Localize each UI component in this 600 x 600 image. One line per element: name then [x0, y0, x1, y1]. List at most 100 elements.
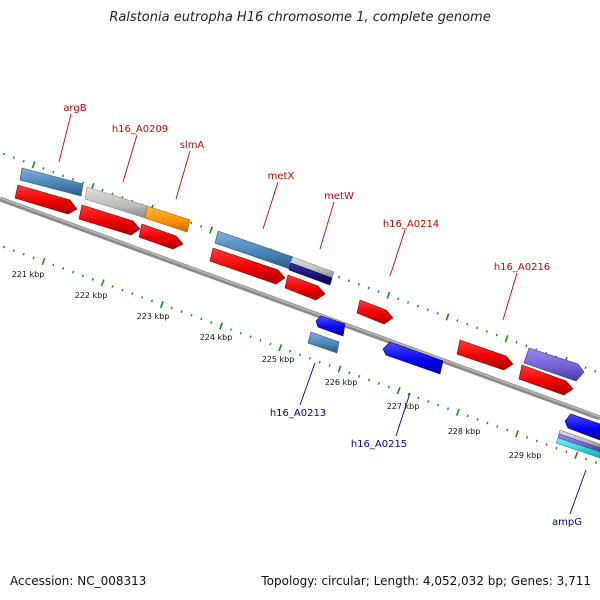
- lower-minor-tick: [269, 342, 272, 346]
- gene-label-argB[interactable]: argB: [63, 103, 86, 114]
- upper-minor-tick: [200, 225, 203, 228]
- gene-label-h16_A0215[interactable]: h16_A0215: [351, 439, 407, 450]
- gene-label-slmA[interactable]: slmA: [180, 140, 205, 151]
- upper-minor-tick: [426, 308, 429, 312]
- upper-minor-tick: [397, 297, 400, 301]
- gene-arrow-2[interactable]: [78, 204, 141, 236]
- lower-minor-tick: [259, 339, 262, 342]
- lower-major-tick: [337, 365, 342, 373]
- lower-minor-tick: [111, 285, 114, 288]
- upper-minor-tick: [190, 221, 193, 225]
- upper-minor-tick: [525, 344, 528, 348]
- upper-minor-tick: [495, 333, 498, 337]
- gene-block-ampG-3[interactable]: [555, 437, 600, 459]
- leader-metX: [262, 181, 279, 230]
- lower-minor-tick: [476, 418, 479, 421]
- lower-minor-tick: [141, 295, 144, 299]
- gene-arrow-8[interactable]: [518, 364, 574, 396]
- gene-arrow-5[interactable]: [284, 274, 326, 301]
- gene-block-ampG-2[interactable]: [557, 433, 600, 453]
- upper-minor-tick: [466, 322, 469, 326]
- upper-major-tick: [386, 291, 391, 299]
- gene-block-h16_A0216[interactable]: [523, 347, 585, 382]
- upper-minor-tick: [357, 282, 360, 286]
- lower-major-tick: [278, 344, 283, 352]
- upper-minor-tick: [101, 188, 104, 192]
- upper-minor-tick: [515, 340, 518, 344]
- gene-arrow-6[interactable]: [356, 299, 394, 325]
- lower-minor-tick: [2, 245, 6, 249]
- lower-minor-tick: [190, 313, 193, 317]
- gene-block-metW-dark[interactable]: [288, 262, 333, 286]
- backbone-line: [0, 196, 600, 421]
- lower-major-tick: [219, 322, 224, 330]
- lower-minor-tick: [437, 403, 440, 407]
- gene-label-h16_A0209[interactable]: h16_A0209: [112, 124, 168, 135]
- lower-minor-tick: [91, 277, 94, 281]
- tick-label-227: 227 kbp: [387, 402, 420, 411]
- lower-minor-tick: [131, 292, 134, 296]
- upper-minor-tick: [22, 159, 25, 163]
- lower-minor-tick: [210, 321, 213, 324]
- gene-block-slmA[interactable]: [144, 205, 191, 233]
- lower-minor-tick: [308, 356, 311, 360]
- upper-minor-tick: [347, 279, 351, 283]
- accession-text: Accession: NC_008313: [10, 574, 147, 588]
- lower-minor-tick: [150, 299, 154, 303]
- leader-h16_A0216: [502, 272, 518, 321]
- leader-metW: [319, 201, 335, 250]
- gene-block-h16_A0215[interactable]: [382, 341, 444, 375]
- lower-minor-tick: [32, 256, 35, 260]
- upper-major-tick: [445, 313, 450, 321]
- upper-minor-tick: [71, 177, 75, 181]
- gene-arrow-1[interactable]: [14, 184, 78, 215]
- gene-label-h16_A0214[interactable]: h16_A0214: [383, 219, 439, 230]
- gene-arrow-7[interactable]: [456, 339, 514, 371]
- lower-minor-tick: [525, 436, 528, 439]
- gene-block-ampG-1[interactable]: [558, 429, 600, 449]
- upper-major-tick: [209, 226, 213, 234]
- lower-major-tick: [100, 279, 105, 287]
- gene-arrow-9[interactable]: [315, 315, 346, 337]
- tick-label-226: 226 kbp: [325, 378, 358, 387]
- lower-tick-track: [2, 245, 598, 464]
- gene-label-ampG[interactable]: ampG: [552, 517, 582, 528]
- upper-minor-tick: [12, 156, 15, 159]
- gene-label-metX[interactable]: metX: [268, 171, 295, 182]
- gene-label-h16_A0213[interactable]: h16_A0213: [270, 408, 326, 419]
- upper-minor-tick: [485, 330, 488, 333]
- lower-minor-tick: [496, 425, 499, 428]
- leader-slmA: [175, 150, 191, 200]
- gene-block-h16_A0213[interactable]: [307, 331, 340, 354]
- gene-label-metW[interactable]: metW: [324, 191, 354, 202]
- upper-minor-tick: [416, 304, 420, 308]
- upper-minor-tick: [52, 170, 55, 174]
- gene-label-h16_A0216[interactable]: h16_A0216: [494, 262, 550, 273]
- lower-minor-tick: [545, 443, 548, 446]
- lower-minor-tick: [535, 439, 538, 443]
- lower-minor-tick: [229, 328, 232, 332]
- gene-arrow-10[interactable]: [564, 413, 600, 441]
- lower-minor-tick: [328, 364, 331, 367]
- lower-minor-tick: [387, 385, 390, 389]
- lower-minor-tick: [466, 414, 469, 418]
- leader-h16_A0213: [299, 362, 316, 406]
- lower-minor-tick: [249, 335, 252, 339]
- gene-arrow-3[interactable]: [138, 223, 184, 250]
- gene-arrow-4[interactable]: [209, 247, 286, 285]
- lower-minor-tick: [62, 267, 65, 270]
- lower-minor-tick: [427, 400, 430, 403]
- lower-minor-tick: [298, 353, 302, 357]
- lower-minor-tick: [377, 382, 380, 385]
- backbone-highlight: [0, 197, 600, 418]
- upper-major-tick: [504, 335, 509, 343]
- upper-minor-tick: [367, 286, 370, 290]
- gene-block-argB[interactable]: [19, 167, 84, 197]
- leader-argB: [58, 113, 72, 163]
- upper-minor-tick: [594, 369, 597, 373]
- upper-minor-tick: [2, 152, 6, 156]
- genome-info-text: Topology: circular; Length: 4,052,032 bp…: [261, 574, 591, 588]
- tick-label-221: 221 kbp: [12, 270, 45, 279]
- leader-h16_A0215: [395, 392, 411, 437]
